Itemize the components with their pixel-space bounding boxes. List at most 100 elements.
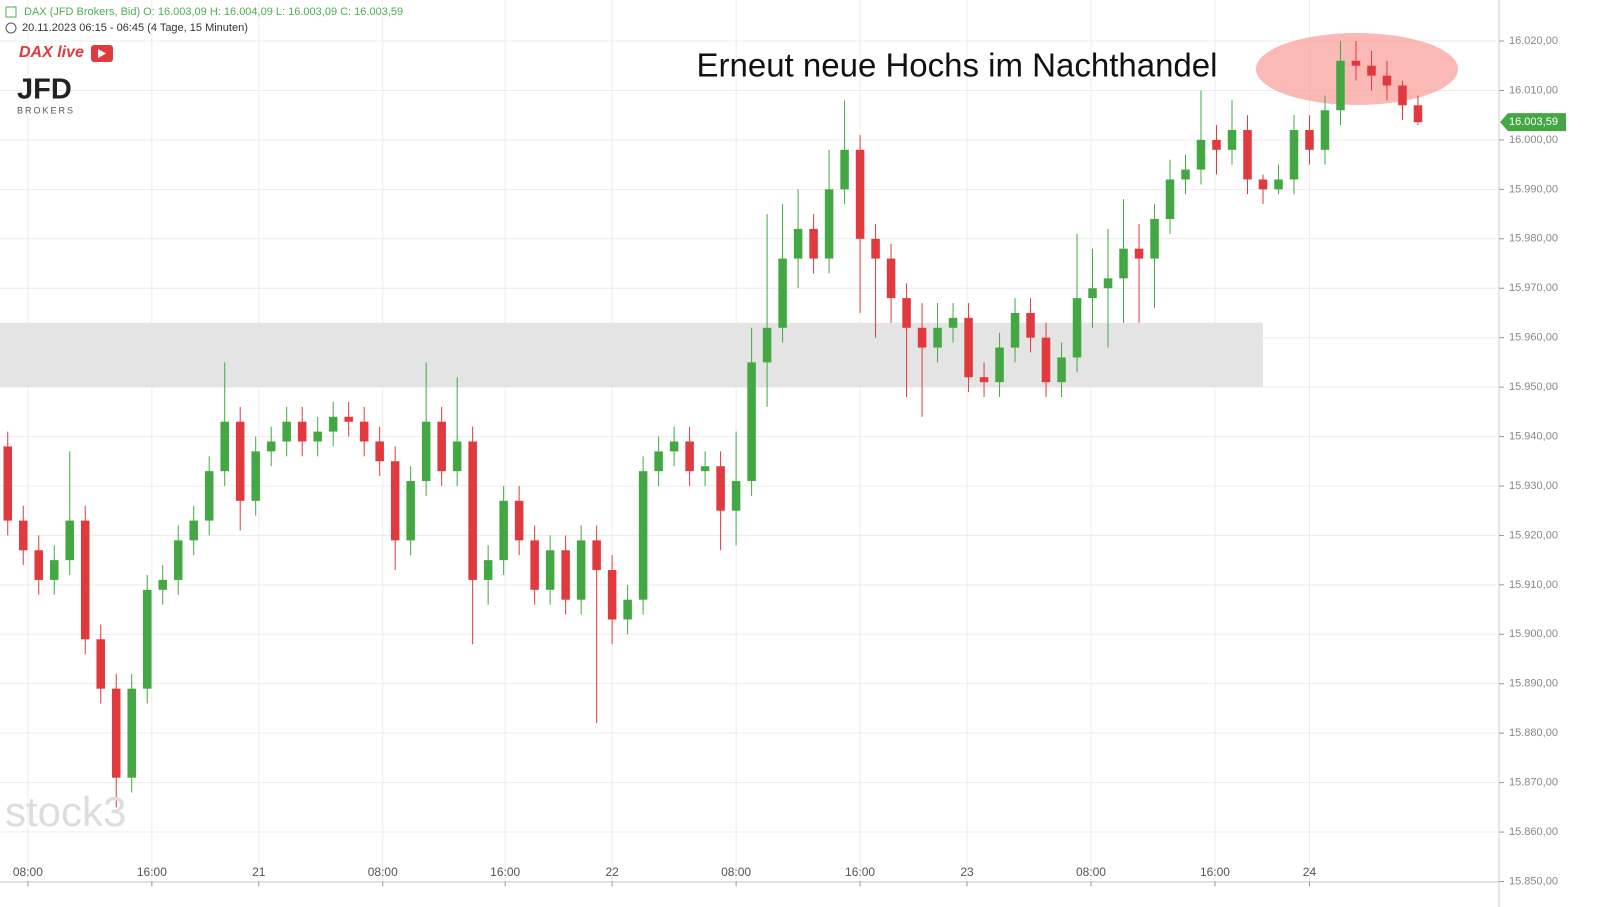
candle-body xyxy=(251,451,260,501)
y-tick-label: 16.010,00 xyxy=(1509,84,1558,96)
candle-body xyxy=(499,500,508,561)
candle-body xyxy=(964,317,973,378)
candle-body xyxy=(638,471,648,600)
candle-body xyxy=(1150,219,1159,259)
x-tick-label: 16:00 xyxy=(1200,865,1230,879)
x-tick-label: 24 xyxy=(1303,865,1317,879)
candle-body xyxy=(1305,130,1314,150)
candle-body xyxy=(669,441,679,452)
candle-body xyxy=(204,471,214,521)
y-tick-label: 15.890,00 xyxy=(1509,678,1558,690)
candle-body xyxy=(282,421,291,442)
candle-body xyxy=(902,298,911,328)
candle-body xyxy=(1320,110,1330,150)
candle-body xyxy=(1072,298,1082,358)
candle-body xyxy=(1274,179,1283,190)
candle-body xyxy=(127,688,136,778)
candle-body xyxy=(995,347,1004,383)
candle-body xyxy=(297,421,307,442)
candle-body xyxy=(173,540,183,580)
x-tick-label: 16:00 xyxy=(490,865,520,879)
last-price-tag xyxy=(1500,113,1566,132)
candle-body xyxy=(1351,60,1361,66)
y-tick-label: 15.960,00 xyxy=(1509,332,1558,344)
candle-body xyxy=(685,441,694,472)
candle-body xyxy=(1119,248,1128,279)
y-tick-label: 15.990,00 xyxy=(1509,183,1558,195)
candle-body xyxy=(96,639,105,689)
resistance-zone xyxy=(0,322,1263,388)
candle-body xyxy=(979,377,989,383)
candle-body xyxy=(1088,288,1097,299)
candle-body xyxy=(809,228,818,259)
candle-body xyxy=(576,540,586,600)
candle-body xyxy=(1413,105,1423,123)
candle-body xyxy=(437,421,446,472)
candle-body xyxy=(716,466,725,511)
y-tick-label: 15.950,00 xyxy=(1509,381,1558,393)
candle-body xyxy=(607,570,617,620)
candle-body xyxy=(1181,169,1190,180)
x-tick-label: 16:00 xyxy=(137,865,167,879)
y-tick-label: 15.980,00 xyxy=(1509,233,1558,245)
y-tick-label: 15.920,00 xyxy=(1509,529,1558,541)
candle-body xyxy=(142,589,152,689)
candle-body xyxy=(545,550,555,590)
x-tick-label: 08:00 xyxy=(721,865,751,879)
candle-body xyxy=(1212,139,1221,150)
last-price-label: 16.003,59 xyxy=(1509,116,1558,128)
candle-body xyxy=(1041,337,1051,383)
x-tick-label: 21 xyxy=(252,865,266,879)
candle-body xyxy=(747,362,756,482)
candle-body xyxy=(328,416,338,432)
y-tick-label: 15.860,00 xyxy=(1509,826,1558,838)
header-line2: 20.11.2023 06:15 - 06:45 (4 Tage, 15 Min… xyxy=(22,22,248,34)
clock-icon xyxy=(5,22,17,34)
candles xyxy=(3,41,1423,808)
candle-body xyxy=(731,481,741,511)
candle-body xyxy=(49,560,59,580)
candle-body xyxy=(1010,312,1020,348)
candle-body xyxy=(561,550,570,600)
candle-body xyxy=(1367,65,1376,76)
y-tick-label: 16.020,00 xyxy=(1509,35,1558,47)
candle-body xyxy=(793,228,803,259)
x-tick-label: 08:00 xyxy=(13,865,43,879)
candle-body xyxy=(406,481,415,541)
candle-body xyxy=(1289,130,1299,180)
highlight-ellipse xyxy=(1256,33,1458,105)
candle-body xyxy=(1103,278,1113,289)
candle-body xyxy=(514,500,524,541)
candle-body xyxy=(1336,60,1345,111)
candle-body xyxy=(1196,139,1206,170)
candle-body xyxy=(840,149,849,190)
candle-body xyxy=(778,258,787,328)
candle-body xyxy=(886,258,896,299)
candle-body xyxy=(80,520,90,640)
candle-body xyxy=(483,560,493,580)
play-triangle xyxy=(98,49,106,58)
candle-body xyxy=(390,461,400,541)
candle-body xyxy=(1134,248,1144,259)
candle-body xyxy=(375,441,384,462)
y-tick-label: 15.900,00 xyxy=(1509,628,1558,640)
y-tick-label: 15.850,00 xyxy=(1509,875,1558,887)
candle-body xyxy=(266,441,276,452)
candle-body xyxy=(235,421,245,501)
candle-body xyxy=(3,446,13,521)
candle-body xyxy=(855,149,865,239)
zone xyxy=(0,322,1263,388)
y-tick-label: 15.940,00 xyxy=(1509,430,1558,442)
header-line1: DAX (JFD Brokers, Bid) O: 16.003,09 H: 1… xyxy=(24,6,403,18)
y-tick-label: 16.000,00 xyxy=(1509,134,1558,146)
candle-body xyxy=(1398,85,1407,106)
candle-body xyxy=(189,520,198,541)
header-icon xyxy=(5,6,17,18)
y-tick-label: 15.870,00 xyxy=(1509,777,1558,789)
candle-body xyxy=(1057,357,1066,383)
candle-body xyxy=(933,327,942,348)
candle-body xyxy=(220,421,229,472)
candle-body xyxy=(158,579,167,590)
